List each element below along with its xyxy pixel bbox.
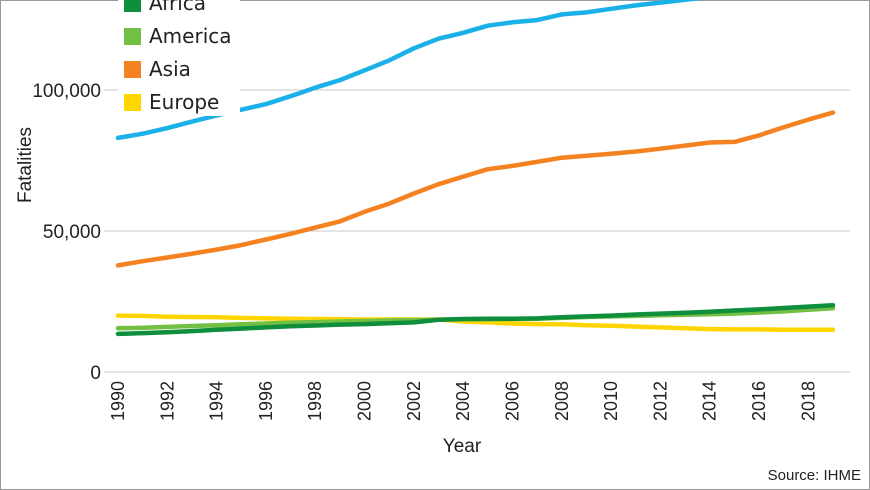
x-axis-label: Year: [443, 436, 482, 457]
x-tick-label: 1992: [157, 381, 177, 421]
x-tick-label: 2004: [453, 381, 473, 421]
legend-label-europe: Europe: [149, 90, 219, 114]
x-tick-label: 2006: [502, 381, 522, 421]
legend-swatch-africa: [124, 0, 141, 12]
y-tick-label: 50,000: [43, 222, 101, 243]
legend: Africa America Asia Europe: [118, 0, 240, 116]
x-tick-label: 1990: [108, 381, 128, 421]
x-tick-label: 2016: [749, 381, 769, 421]
x-axis-ticks: 1990 1992 1994 1996 1998 2000 2002 2004 2006 2008…: [108, 381, 818, 421]
y-axis-label: Fatalities: [15, 127, 36, 203]
x-tick-label: 2002: [404, 381, 424, 421]
legend-label-america: America: [149, 24, 232, 48]
y-tick-label: 0: [90, 363, 101, 384]
legend-swatch-asia: [124, 61, 141, 78]
series-line-asia: [115, 110, 836, 268]
y-axis-ticks: 0 50,000 100,000: [32, 81, 101, 384]
x-tick-label: 2000: [355, 381, 375, 421]
series-line-africa: [115, 302, 836, 337]
x-tick-label: 2014: [700, 381, 720, 421]
legend-swatch-america: [124, 28, 141, 45]
legend-swatch-europe: [124, 94, 141, 111]
x-tick-label: 2018: [798, 381, 818, 421]
x-tick-label: 1996: [256, 381, 276, 421]
x-tick-label: 1994: [207, 381, 227, 421]
x-tick-label: 1998: [305, 381, 325, 421]
x-tick-label: 2012: [650, 381, 670, 421]
x-tick-label: 2008: [552, 381, 572, 421]
legend-label-africa: Africa: [149, 0, 206, 15]
x-tick-label: 2010: [601, 381, 621, 421]
y-tick-label: 100,000: [32, 81, 101, 102]
legend-label-asia: Asia: [149, 57, 191, 81]
series-line-europe: [115, 313, 836, 332]
source-note: Source: IHME: [768, 467, 861, 484]
